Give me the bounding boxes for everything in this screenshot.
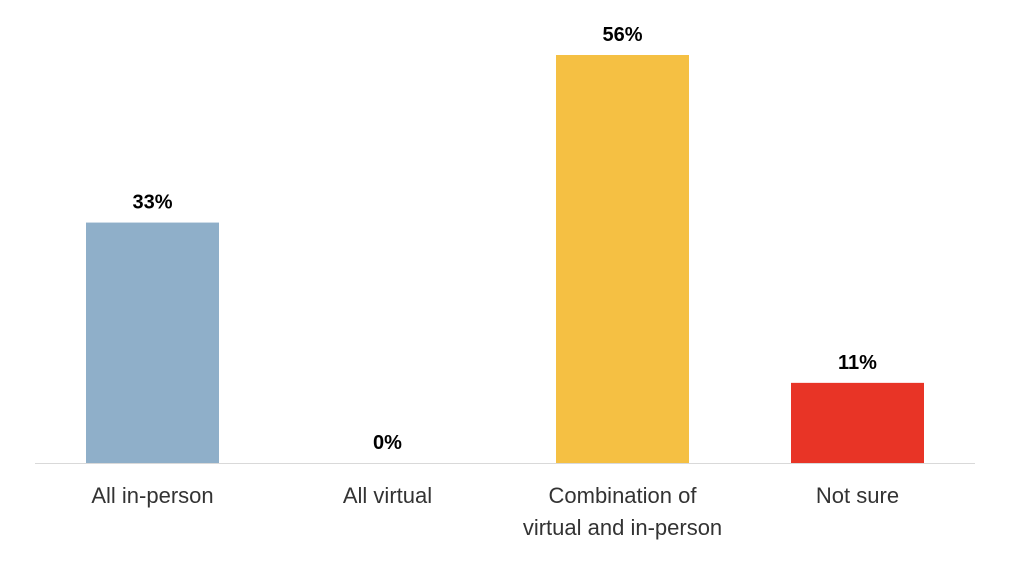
value-label: 0% [373,432,402,454]
bar [556,55,689,463]
x-tick-label: Combination of virtual and in-person [522,483,723,540]
value-label: 56% [602,24,642,46]
x-tick-label: Not sure [815,483,900,508]
value-label: 33% [132,192,172,214]
value-label: 11% [838,352,877,374]
bar [791,382,924,463]
x-tick-label: All virtual [342,483,433,508]
x-tick-label: All in-person [91,483,214,508]
bar [86,222,219,463]
